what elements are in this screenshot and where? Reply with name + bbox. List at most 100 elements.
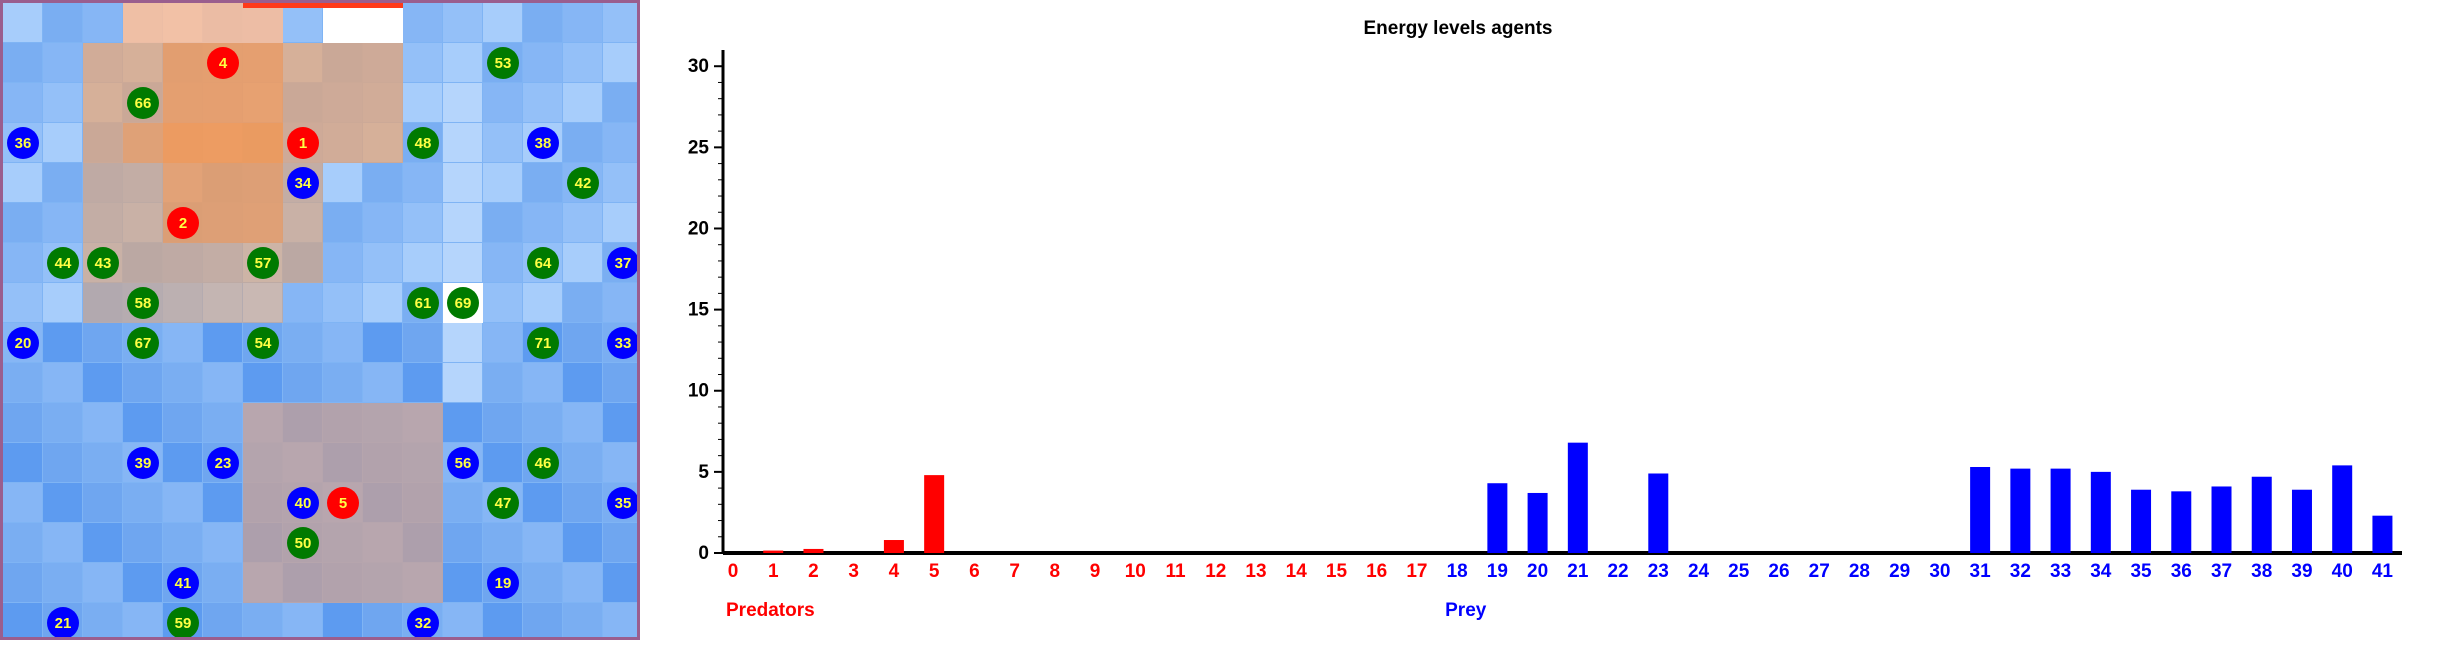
grid-cell xyxy=(403,363,442,402)
grid-cell xyxy=(43,163,82,202)
plant-agent: 58 xyxy=(127,287,159,319)
prey-agent: 23 xyxy=(207,447,239,479)
plant-agent: 44 xyxy=(47,247,79,279)
grid-cell xyxy=(563,43,602,82)
grid-cell xyxy=(403,163,442,202)
x-tick-label: 36 xyxy=(2171,561,2192,582)
plant-agent: 43 xyxy=(87,247,119,279)
bar-21 xyxy=(1567,442,1588,553)
grid-cell xyxy=(3,83,42,122)
x-tick-label: 9 xyxy=(1090,561,1101,582)
grid-cell xyxy=(123,563,162,602)
grid-cell xyxy=(443,203,482,242)
grid-cell xyxy=(443,483,482,522)
x-tick-label: 7 xyxy=(1009,561,1020,582)
x-tick-label: 32 xyxy=(2010,561,2031,582)
grid-cell xyxy=(3,203,42,242)
grid-cell xyxy=(3,603,42,637)
grid-cell xyxy=(43,523,82,562)
grid-cell xyxy=(203,563,242,602)
x-tick-label: 37 xyxy=(2211,561,2232,582)
y-tick-label: 20 xyxy=(688,218,709,239)
bar-40 xyxy=(2332,465,2353,553)
grid-cell xyxy=(43,283,82,322)
grid-cell xyxy=(483,603,522,637)
grid-cell xyxy=(123,603,162,637)
grid-cell xyxy=(403,203,442,242)
grid-cell xyxy=(43,323,82,362)
grid-cell xyxy=(563,483,602,522)
grid-cell xyxy=(403,43,442,82)
grid-cell xyxy=(563,3,602,42)
prey-agent: 56 xyxy=(447,447,479,479)
grid-cell xyxy=(483,243,522,282)
grid-cell xyxy=(523,603,562,637)
grid-cell xyxy=(603,523,637,562)
grid-cell xyxy=(603,603,637,637)
y-tick-label: 30 xyxy=(688,56,709,77)
prey-agent: 20 xyxy=(7,327,39,359)
grid-cell xyxy=(523,203,562,242)
prey-agent: 34 xyxy=(287,167,319,199)
grid-cell xyxy=(83,483,122,522)
grid-cell xyxy=(83,403,122,442)
grid-cell xyxy=(363,363,402,402)
plant-agent: 59 xyxy=(167,607,199,637)
bar-37 xyxy=(2211,486,2232,553)
predator-agent: 1 xyxy=(287,127,319,159)
plant-agent: 61 xyxy=(407,287,439,319)
prey-agent: 19 xyxy=(487,567,519,599)
bar-5 xyxy=(924,475,945,553)
chart-title: Energy levels agents xyxy=(1363,18,1552,39)
plant-agent: 53 xyxy=(487,47,519,79)
grid-cell xyxy=(323,323,362,362)
grid-cell xyxy=(603,443,637,482)
prey-agent: 33 xyxy=(607,327,637,359)
bar-20 xyxy=(1527,492,1548,553)
grid-cell xyxy=(203,403,242,442)
bar-33 xyxy=(2050,468,2071,553)
grid-cell xyxy=(283,363,322,402)
plant-agent: 64 xyxy=(527,247,559,279)
grid-cell xyxy=(483,323,522,362)
grid-cell xyxy=(603,83,637,122)
grid-cell xyxy=(483,443,522,482)
x-tick-label: 40 xyxy=(2332,561,2353,582)
energy-chart: Energy levels agents 0 5 10 15 20 25 30 0 1 2 3 4 5 6… xyxy=(650,0,2440,640)
grid-cell xyxy=(203,323,242,362)
grid-cell xyxy=(603,403,637,442)
grid-cell xyxy=(483,523,522,562)
group-label-prey: Prey xyxy=(1445,600,1487,621)
y-tick-label: 15 xyxy=(688,300,710,321)
grid-cell xyxy=(363,203,402,242)
grid-cell xyxy=(523,363,562,402)
grid-cell xyxy=(483,123,522,162)
grid-cell xyxy=(403,243,442,282)
grid-cell xyxy=(563,243,602,282)
simulation-grid: 4 1 2 5 36 34 38 37 20 33 39 23 56 40 35 41 19 21 32 53 66 48… xyxy=(0,0,640,640)
plant-agent: 66 xyxy=(127,87,159,119)
grid-cell xyxy=(603,363,637,402)
grid-cell xyxy=(3,43,42,82)
x-tick-label: 15 xyxy=(1326,561,1348,582)
grid-cell xyxy=(603,283,637,322)
grid-cell xyxy=(603,123,637,162)
grid-cell xyxy=(83,523,122,562)
grid-cell xyxy=(83,363,122,402)
grid-cell xyxy=(443,123,482,162)
bar-34 xyxy=(2090,471,2111,553)
y-tick-label: 5 xyxy=(698,462,709,483)
x-tick-label: 27 xyxy=(1809,561,1830,582)
grid-cell xyxy=(363,163,402,202)
x-tick-label: 5 xyxy=(929,561,940,582)
predator-agent: 5 xyxy=(327,487,359,519)
grid-cell xyxy=(443,403,482,442)
grid-cell xyxy=(563,443,602,482)
x-tick-label: 29 xyxy=(1889,561,1910,582)
bar-35 xyxy=(2131,489,2152,553)
grid-cell xyxy=(163,523,202,562)
grid-cell xyxy=(203,603,242,637)
x-tick-label: 30 xyxy=(1929,561,1950,582)
x-tick-label: 6 xyxy=(969,561,980,582)
grid-cell xyxy=(123,523,162,562)
